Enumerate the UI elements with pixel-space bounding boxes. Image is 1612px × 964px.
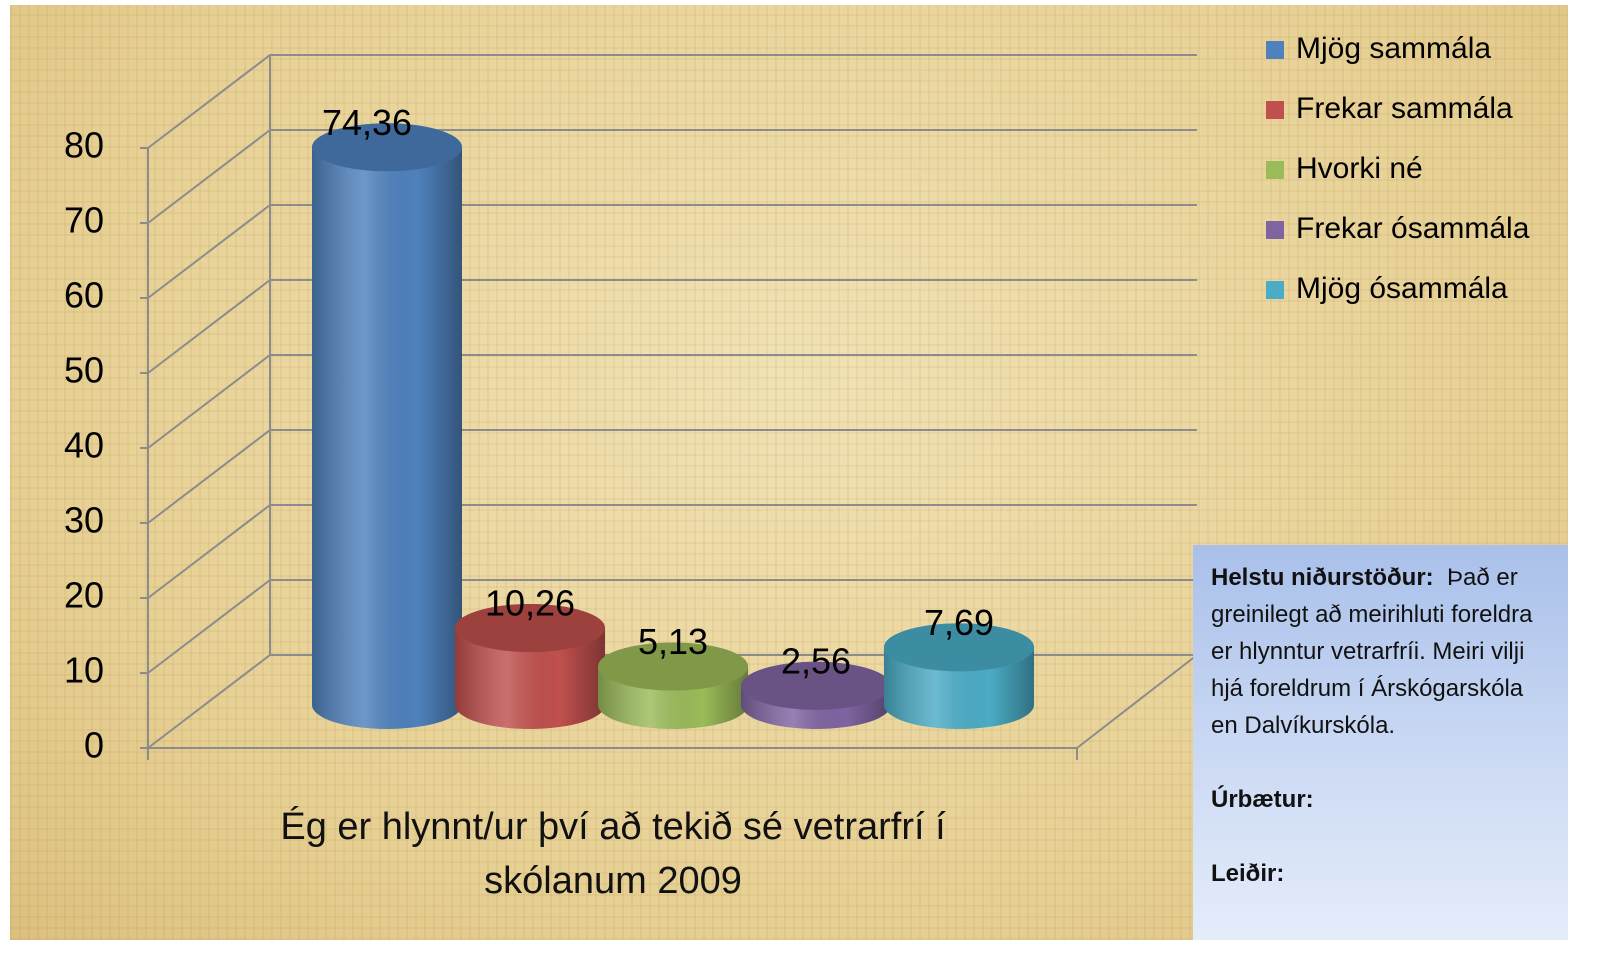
- y-tick-label: 40: [64, 425, 104, 466]
- grid-line: [147, 354, 1197, 449]
- y-tick-label: 10: [64, 650, 104, 691]
- value-label: 2,56: [781, 640, 851, 681]
- x-axis-label: Ég er hlynnt/ur því að tekið sé vetrarfr…: [280, 806, 946, 902]
- legend-swatch: [1266, 41, 1284, 59]
- grid-line: [147, 54, 1197, 149]
- grid-line: [147, 204, 1197, 299]
- legend-swatch: [1266, 161, 1284, 179]
- y-tick-label: 60: [64, 275, 104, 316]
- value-label: 10,26: [485, 583, 575, 624]
- value-label: 74,36: [322, 102, 412, 143]
- grid-line: [147, 504, 1197, 599]
- bar-top: [741, 661, 891, 710]
- bar-top: [455, 604, 605, 653]
- bar-top-shade: [741, 661, 891, 710]
- box-item: Úrbætur:: [1211, 786, 1314, 813]
- legend-label: Frekar ósammála: [1296, 212, 1530, 245]
- bar-top: [312, 123, 462, 172]
- bar-top: [598, 642, 748, 691]
- legend-label: Mjög ósammála: [1296, 272, 1508, 305]
- y-tick-label: 70: [64, 200, 104, 241]
- grid-line: [147, 279, 1197, 374]
- legend-swatch: [1266, 101, 1284, 119]
- legend-swatch: [1266, 281, 1284, 299]
- box-item: Leiðir:: [1211, 860, 1285, 887]
- bar-top-shade: [598, 642, 748, 691]
- box-body: Það er greinilegt að meirihluti foreldra…: [1211, 564, 1533, 739]
- y-tick-label: 50: [64, 350, 104, 391]
- bar-top-shade: [312, 123, 462, 172]
- legend-label: Mjög sammála: [1296, 32, 1491, 65]
- value-label: 7,69: [924, 602, 994, 643]
- bar-top-shade: [884, 623, 1034, 672]
- y-tick-label: 0: [84, 725, 104, 766]
- box-heading: Helstu niðurstöður:: [1211, 564, 1434, 591]
- floor-right: [1076, 654, 1198, 749]
- grid-line: [147, 429, 1197, 524]
- y-tick-label: 30: [64, 500, 104, 541]
- legend-label: Hvorki né: [1296, 152, 1423, 185]
- y-tick-label: 80: [64, 125, 104, 166]
- legend-swatch: [1266, 221, 1284, 239]
- frame: [147, 54, 1198, 760]
- grid-line: [147, 579, 1197, 674]
- value-label: 5,13: [638, 621, 708, 662]
- bar-top: [884, 623, 1034, 672]
- legend-label: Frekar sammála: [1296, 92, 1513, 125]
- bar-top-shade: [455, 604, 605, 653]
- y-tick-label: 20: [64, 575, 104, 616]
- bar-shading: [312, 123, 462, 730]
- grid-line: [147, 129, 1197, 224]
- text-box: Helstu niðurstöður: Það er greinilegt að…: [1193, 545, 1568, 940]
